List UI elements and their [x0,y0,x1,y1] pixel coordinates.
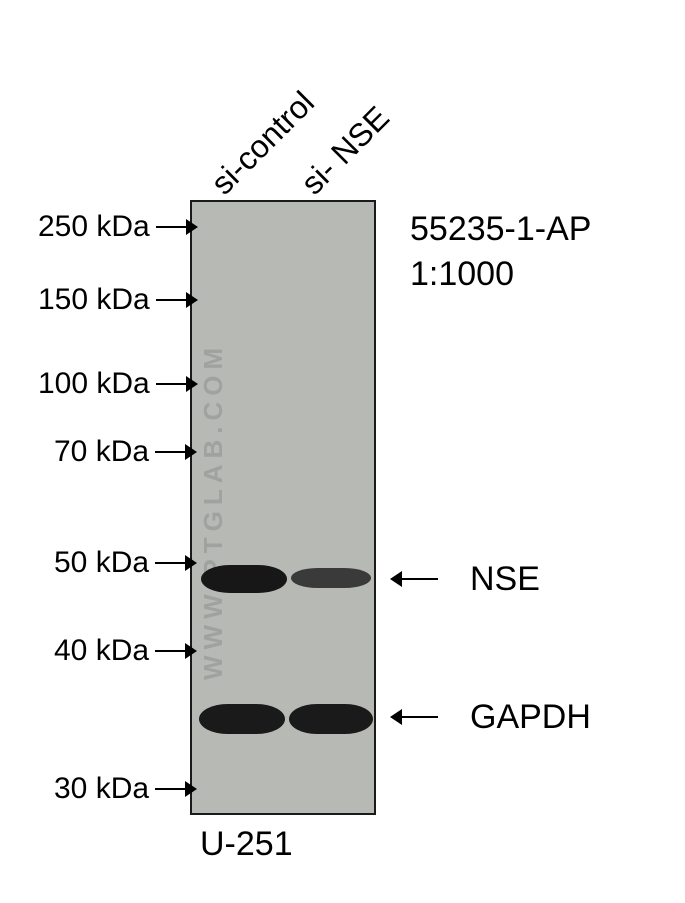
mw-marker-150: 150 kDa [38,283,196,317]
arrow-right-icon [155,451,195,453]
mw-marker-70: 70 kDa [54,435,195,469]
band-gapdh-lane1 [199,704,285,734]
arrow-left-icon [392,578,438,580]
arrow-left-icon [392,716,438,718]
band-label-nse: NSE [470,560,540,599]
figure-container: si-control si- NSE WWW.PTGLAB.COM 250 kD… [0,0,685,903]
band-row-gapdh [192,704,374,734]
blot-panel: WWW.PTGLAB.COM [190,200,376,815]
dilution-ratio: 1:1000 [410,255,514,294]
band-nse-lane1 [201,565,287,593]
band-label-gapdh: GAPDH [470,698,591,737]
mw-marker-250: 250 kDa [38,210,196,244]
band-arrow-nse [392,578,438,580]
arrow-right-icon [155,562,195,564]
mw-label: 100 kDa [38,367,156,401]
mw-marker-100: 100 kDa [38,367,196,401]
arrow-right-icon [156,299,196,301]
mw-label: 250 kDa [38,210,156,244]
band-nse-lane2 [291,568,371,588]
mw-label: 40 kDa [54,634,155,668]
arrow-right-icon [155,788,195,790]
arrow-right-icon [156,226,196,228]
band-gapdh-lane2 [289,704,373,734]
mw-label: 70 kDa [54,435,155,469]
mw-marker-30: 30 kDa [54,772,195,806]
band-arrow-gapdh [392,716,438,718]
arrow-right-icon [155,650,195,652]
mw-label: 50 kDa [54,546,155,580]
mw-label: 30 kDa [54,772,155,806]
band-row-nse [192,565,374,593]
catalog-number: 55235-1-AP [410,210,591,249]
arrow-right-icon [156,383,196,385]
sample-label: U-251 [200,825,293,864]
mw-marker-50: 50 kDa [54,546,195,580]
mw-label: 150 kDa [38,283,156,317]
watermark-text: WWW.PTGLAB.COM [198,250,229,680]
mw-marker-40: 40 kDa [54,634,195,668]
